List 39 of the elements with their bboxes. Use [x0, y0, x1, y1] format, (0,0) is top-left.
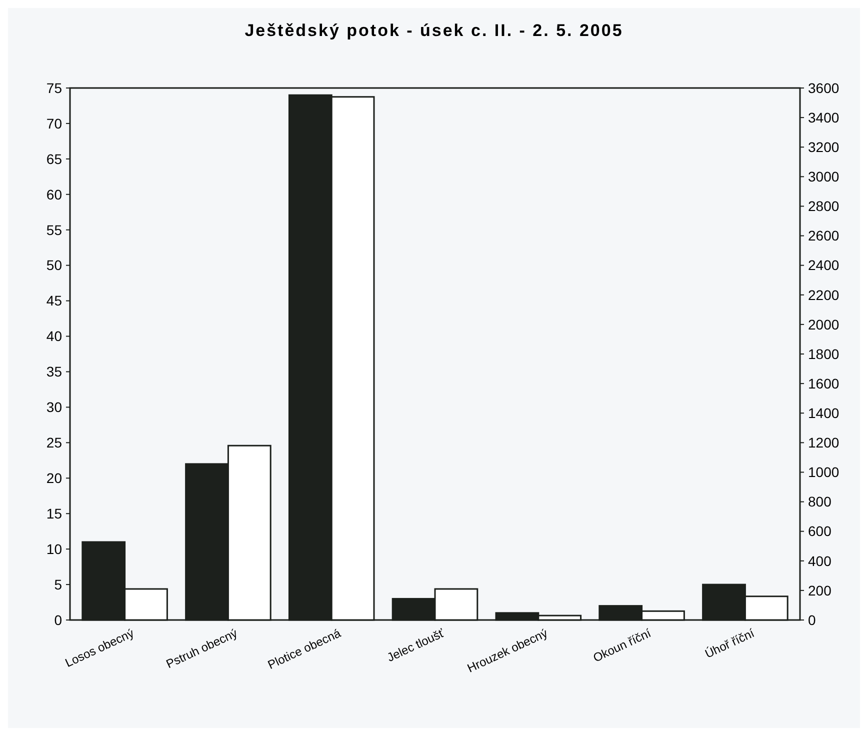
y-tick-label: 60 [46, 186, 62, 202]
y2-tick-label: 3000 [808, 168, 840, 185]
x-tick-label: Úhoř říční [702, 626, 758, 661]
y-tick-label: 75 [46, 80, 62, 96]
chart-title: Ještědský potok - úsek c. II. - 2. 5. 2005 [244, 21, 624, 40]
y2-tick-label: 1400 [808, 405, 840, 422]
y2-tick-label: 3400 [808, 109, 840, 126]
y-tick-label: 15 [46, 506, 62, 522]
y2-tick-label: 400 [808, 552, 832, 569]
y-tick-label: 65 [46, 150, 62, 167]
y2-tick-label: 0 [808, 612, 816, 628]
y2-tick-label: 2200 [808, 286, 840, 303]
y-tick-label: 25 [46, 434, 62, 451]
y-tick-label: 35 [46, 364, 62, 380]
y2-tick-label: 200 [808, 582, 832, 598]
y2-tick-label: 1200 [808, 434, 840, 451]
x-tick-label: Jelec tloušť [384, 626, 447, 665]
y2-tick-label: 2400 [808, 257, 840, 274]
x-tick-label: Okoun říční [590, 626, 654, 665]
y2-tick-label: 800 [808, 494, 832, 510]
y-tick-label: 0 [54, 612, 62, 628]
y-tick-label: 45 [46, 292, 62, 309]
y-tick-label: 5 [54, 576, 62, 592]
y-tick-label: 30 [46, 399, 62, 416]
y2-tick-label: 3600 [808, 80, 840, 96]
y-tick-label: 55 [46, 222, 62, 238]
y2-tick-label: 600 [808, 523, 832, 540]
y2-tick-label: 2600 [808, 228, 840, 244]
y2-tick-label: 2800 [808, 198, 840, 214]
y2-tick-label: 2000 [808, 316, 840, 332]
y2-tick-label: 3200 [808, 139, 840, 156]
y2-tick-label: 1000 [808, 464, 840, 480]
y-tick-label: 10 [46, 540, 62, 557]
y-tick-label: 20 [46, 470, 62, 486]
y-tick-label: 50 [46, 257, 62, 274]
y2-tick-label: 1800 [808, 346, 840, 362]
y-tick-label: 40 [46, 328, 62, 344]
y2-tick-label: 1600 [808, 375, 840, 392]
y-tick-label: 70 [46, 115, 62, 132]
